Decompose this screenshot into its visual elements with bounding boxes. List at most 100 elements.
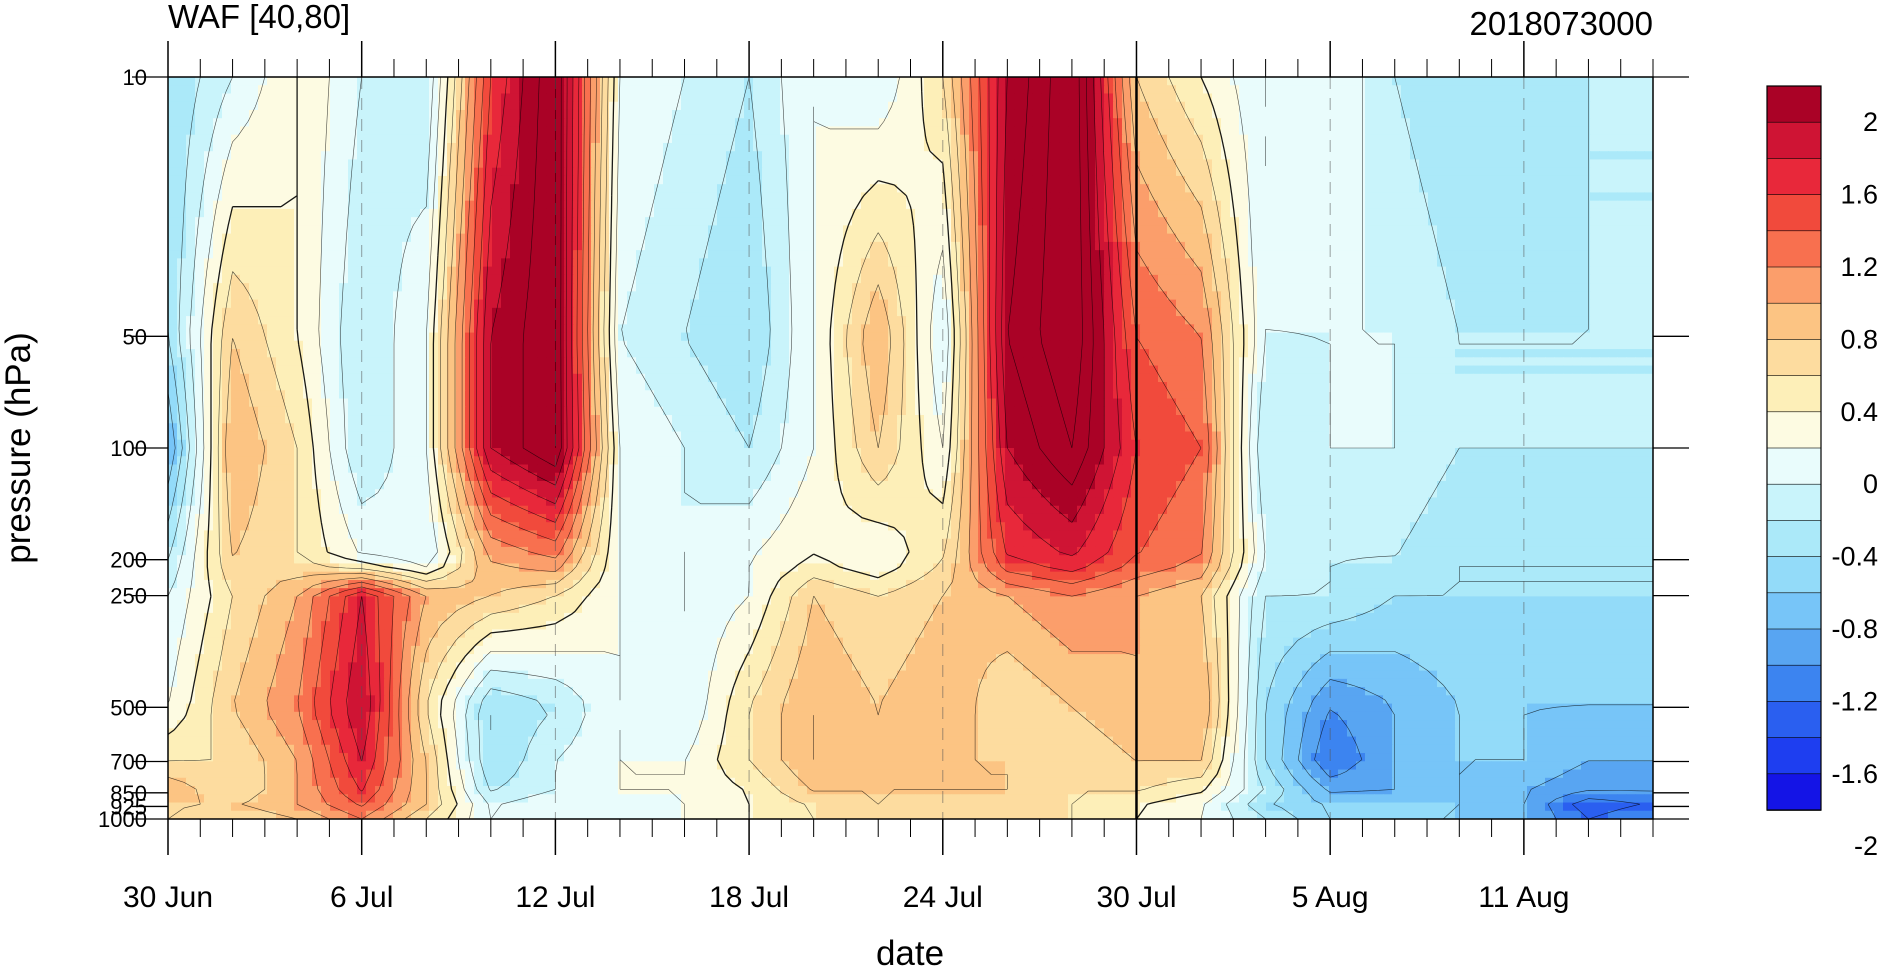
contour-cell <box>825 200 835 210</box>
contour-cell <box>564 217 574 226</box>
contour-cell <box>1635 118 1645 128</box>
contour-cell <box>1275 85 1285 95</box>
contour-cell <box>1086 134 1096 144</box>
contour-cell <box>321 233 331 243</box>
contour-cell <box>1527 266 1537 276</box>
contour-cell <box>1500 85 1510 95</box>
contour-cell <box>1068 101 1078 111</box>
contour-cell <box>1554 258 1564 268</box>
contour-cell <box>303 217 313 226</box>
contour-cell <box>1239 208 1249 218</box>
contour-cell <box>1410 316 1420 325</box>
contour-cell <box>726 167 736 177</box>
contour-cell <box>321 266 331 276</box>
contour-cell <box>1239 250 1249 259</box>
contour-cell <box>348 291 358 301</box>
contour-cell <box>753 250 763 259</box>
contour-cell <box>726 192 736 202</box>
contour-cell <box>1050 93 1060 103</box>
contour-cell <box>654 250 664 259</box>
contour-cell <box>771 250 781 259</box>
contour-cell <box>717 250 727 259</box>
contour-cell <box>240 266 250 276</box>
contour-cell <box>1635 175 1645 185</box>
contour-cell <box>1284 307 1294 317</box>
contour-cell <box>1203 167 1213 177</box>
contour-cell <box>996 192 1006 202</box>
contour-cell <box>1023 266 1033 276</box>
contour-cell <box>1545 225 1555 235</box>
contour-cell <box>1113 93 1123 103</box>
contour-cell <box>186 316 196 325</box>
contour-cell <box>960 85 970 95</box>
contour-cell <box>699 241 709 251</box>
contour-cell <box>1104 258 1114 268</box>
contour-cell <box>1176 192 1186 202</box>
contour-cell <box>519 266 529 276</box>
contour-cell <box>1356 208 1366 218</box>
contour-cell <box>1581 85 1591 95</box>
contour-cell <box>1635 159 1645 169</box>
contour-cell <box>366 126 376 136</box>
contour-cell <box>1554 101 1564 111</box>
contour-cell <box>546 217 556 226</box>
contour-cell <box>663 118 673 128</box>
contour-cell <box>609 184 619 194</box>
contour-cell <box>177 175 187 185</box>
contour-cell <box>1140 109 1150 119</box>
contour-cell <box>1221 299 1231 309</box>
contour-cell <box>1239 217 1249 226</box>
contour-cell <box>1050 85 1060 95</box>
contour-cell <box>501 258 511 268</box>
contour-cell <box>447 151 457 161</box>
contour-cell <box>960 225 970 235</box>
contour-cell <box>1275 291 1285 301</box>
contour-cell <box>1014 109 1024 119</box>
contour-cell <box>213 217 223 226</box>
contour-cell <box>1482 200 1492 210</box>
contour-cell <box>1356 126 1366 136</box>
contour-cell <box>897 151 907 161</box>
contour-cell <box>987 159 997 169</box>
contour-cell <box>717 258 727 268</box>
contour-cell <box>906 175 916 185</box>
contour-cell <box>726 299 736 309</box>
contour-cell <box>1014 274 1024 284</box>
contour-cell <box>1392 208 1402 218</box>
contour-cell <box>1590 151 1600 161</box>
contour-cell <box>402 233 412 243</box>
contour-cell <box>546 307 556 317</box>
contour-cell <box>519 93 529 103</box>
contour-cell <box>1572 134 1582 144</box>
contour-cell <box>519 233 529 243</box>
contour-cell <box>852 200 862 210</box>
contour-cell <box>1221 118 1231 128</box>
contour-cell <box>276 274 286 284</box>
contour-cell <box>924 316 934 325</box>
contour-cell <box>366 167 376 177</box>
contour-cell <box>1473 134 1483 144</box>
contour-cell <box>618 307 628 317</box>
contour-cell <box>411 85 421 95</box>
contour-cell <box>231 142 241 152</box>
contour-cell <box>1446 109 1456 119</box>
contour-cell <box>1212 217 1222 226</box>
contour-cell <box>1176 225 1186 235</box>
contour-cell <box>1329 151 1339 161</box>
contour-cell <box>213 241 223 251</box>
contour-cell <box>1509 291 1519 301</box>
contour-cell <box>1077 151 1087 161</box>
contour-cell <box>222 233 232 243</box>
contour-cell <box>312 274 322 284</box>
contour-cell <box>618 291 628 301</box>
contour-cell <box>1140 118 1150 128</box>
contour-cell <box>1500 233 1510 243</box>
contour-cell <box>1158 167 1168 177</box>
contour-cell <box>1329 184 1339 194</box>
contour-cell <box>285 101 295 111</box>
contour-cell <box>249 291 259 301</box>
contour-cell <box>879 126 889 136</box>
contour-cell <box>483 93 493 103</box>
contour-cell <box>555 307 565 317</box>
contour-cell <box>1158 175 1168 185</box>
